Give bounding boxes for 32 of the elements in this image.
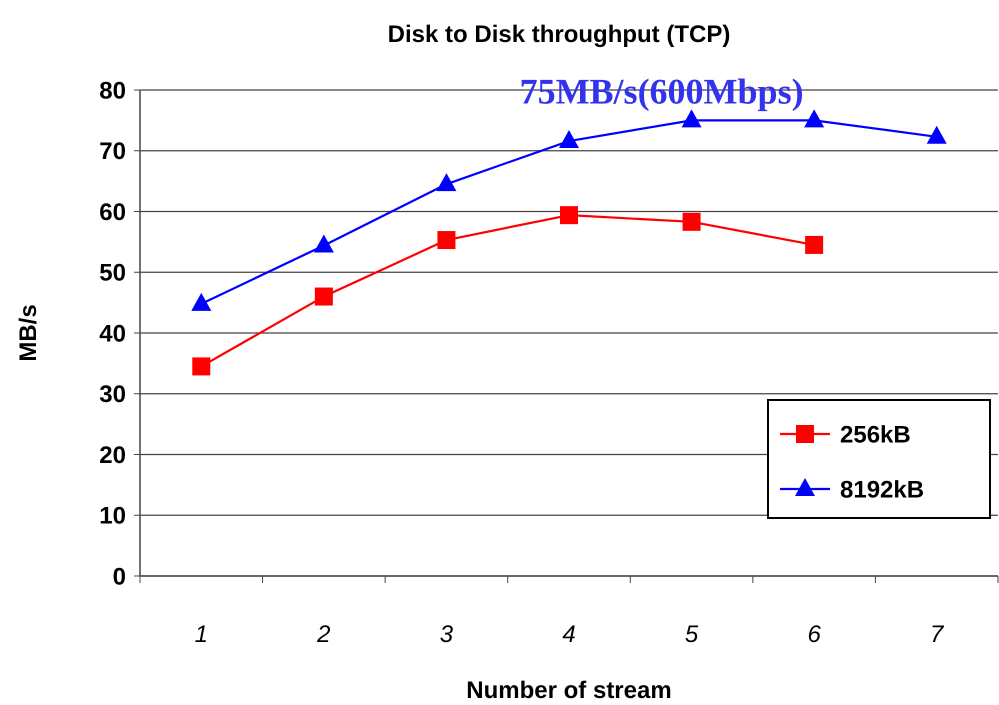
point [560,206,578,224]
x-axis-title: Number of stream [466,677,672,704]
y-tick-label: 70 [99,138,126,166]
y-tick-label: 50 [99,260,126,287]
point [314,288,333,306]
legend-label: 8192kB [840,476,924,504]
y-tick-label: 20 [99,442,126,469]
x-tick-label: 5 [684,621,699,648]
chart-title: Disk to Disk throughput (TCP) [388,21,730,48]
x-tick-label: 6 [807,621,822,648]
y-axis-title: MB/s [15,304,42,362]
point [926,126,947,144]
point [437,231,456,250]
legend-label: 256kB [840,421,911,448]
point [804,109,824,128]
x-tick-label: 7 [930,621,946,648]
y-tick-label: 10 [99,502,126,530]
point [682,212,701,231]
y-tick-label: 60 [99,198,126,226]
x-tick-label: 2 [316,621,331,648]
x-tick-label: 4 [562,621,576,648]
point [805,236,824,254]
y-tick-label: 40 [99,320,126,348]
x-tick-label: 1 [194,621,208,648]
point [314,234,334,253]
point [192,357,210,376]
y-tick-label: 80 [99,77,126,104]
y-tick-label: 30 [99,381,126,408]
point [559,130,579,148]
point [436,173,456,192]
y-tick-label: 0 [112,563,126,590]
x-tick-label: 3 [440,621,454,648]
